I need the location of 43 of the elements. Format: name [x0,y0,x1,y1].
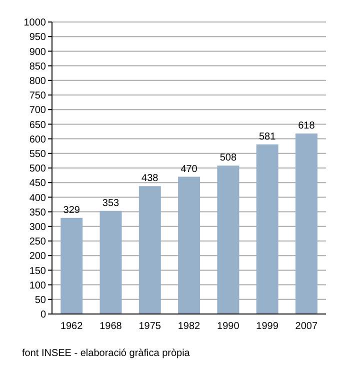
y-tick-label: 650 [29,120,46,131]
data-label: 438 [142,173,159,184]
y-tick-label: 750 [29,90,46,102]
bar [295,134,318,314]
data-label: 353 [102,198,120,209]
y-tick-label: 500 [29,164,46,175]
x-tick-label: 1968 [100,321,122,332]
y-tick-label: 600 [29,134,46,146]
y-tick-label: 0 [40,310,46,321]
y-tick-label: 550 [29,148,46,160]
y-tick-label: 800 [29,76,46,87]
y-tick-label: 100 [29,280,46,292]
y-tick-label: 350 [29,207,46,218]
data-label: 470 [180,164,198,175]
bar [100,210,122,314]
y-tick-label: 850 [29,61,46,72]
bar [138,186,161,314]
data-label: 618 [298,120,316,132]
x-tick-label: 1982 [178,321,201,332]
y-tick-label: 950 [29,32,46,44]
y-tick-label: 300 [29,222,46,233]
bar [178,176,200,314]
bar [60,218,83,314]
data-label: 329 [63,204,80,216]
x-tick-label: 1962 [60,321,84,332]
y-tick-label: 700 [29,105,46,116]
y-tick-label: 50 [34,294,46,306]
x-tick-label: 1999 [256,321,279,332]
x-tick-label: 1975 [138,321,162,332]
y-tick-label: 450 [29,178,46,190]
y-tick-label: 150 [29,266,46,277]
bar [256,144,278,314]
x-tick-label: 2007 [295,321,318,332]
y-tick-label: 1000 [24,18,46,29]
data-label: 581 [258,131,276,142]
text: font INSEE - elaboració gràfica pròpia [22,348,191,359]
data-label: 508 [220,152,237,164]
x-tick-label: 1990 [217,321,240,332]
y-tick-label: 200 [29,251,46,262]
y-tick-label: 250 [29,236,46,248]
y-tick-label: 900 [29,46,46,58]
bar [217,166,240,314]
y-tick-label: 400 [29,192,46,204]
